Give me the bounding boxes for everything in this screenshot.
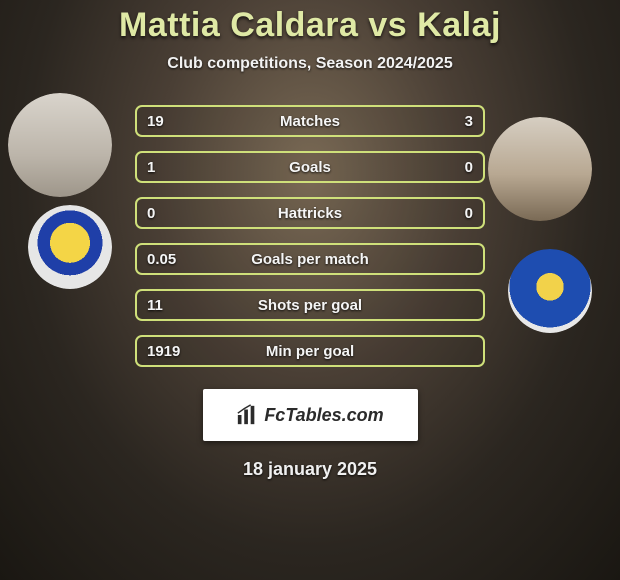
- stat-value-left: 11: [147, 297, 187, 314]
- stat-row: 11 Shots per goal: [135, 289, 485, 321]
- stat-row: 1 Goals 0: [135, 151, 485, 183]
- subtitle: Club competitions, Season 2024/2025: [0, 55, 620, 73]
- stat-value-left: 0: [147, 205, 187, 222]
- branding-text: FcTables.com: [264, 405, 383, 426]
- stat-label: Min per goal: [187, 343, 433, 360]
- stat-rows: 19 Matches 3 1 Goals 0 0 Hattricks 0 0.0…: [135, 105, 485, 367]
- chart-icon: [236, 404, 258, 426]
- stat-label: Goals per match: [187, 251, 433, 268]
- stat-label: Shots per goal: [187, 297, 433, 314]
- branding-badge: FcTables.com: [203, 389, 418, 441]
- player-right-avatar: [488, 117, 592, 221]
- stat-label: Goals: [187, 159, 433, 176]
- stat-value-right: 3: [433, 113, 473, 130]
- club-left-badge: [28, 205, 112, 289]
- player-left-avatar-inner: [8, 93, 112, 197]
- content-wrapper: Mattia Caldara vs Kalaj Club competition…: [0, 0, 620, 580]
- stat-value-right: 0: [433, 205, 473, 222]
- stat-value-left: 1919: [147, 343, 187, 360]
- stat-row: 0.05 Goals per match: [135, 243, 485, 275]
- stat-value-left: 0.05: [147, 251, 187, 268]
- player-right-avatar-inner: [488, 117, 592, 221]
- stat-value-left: 19: [147, 113, 187, 130]
- club-left-badge-inner: [28, 205, 112, 289]
- stats-area: 19 Matches 3 1 Goals 0 0 Hattricks 0 0.0…: [0, 105, 620, 480]
- player-left-avatar: [8, 93, 112, 197]
- stat-row: 19 Matches 3: [135, 105, 485, 137]
- page-title: Mattia Caldara vs Kalaj: [0, 6, 620, 45]
- stat-label: Matches: [187, 113, 433, 130]
- club-right-badge: [508, 249, 592, 333]
- stat-label: Hattricks: [187, 205, 433, 222]
- stat-row: 1919 Min per goal: [135, 335, 485, 367]
- date-label: 18 january 2025: [0, 459, 620, 480]
- stat-value-right: 0: [433, 159, 473, 176]
- stat-row: 0 Hattricks 0: [135, 197, 485, 229]
- club-right-badge-inner: [508, 249, 592, 333]
- stat-value-left: 1: [147, 159, 187, 176]
